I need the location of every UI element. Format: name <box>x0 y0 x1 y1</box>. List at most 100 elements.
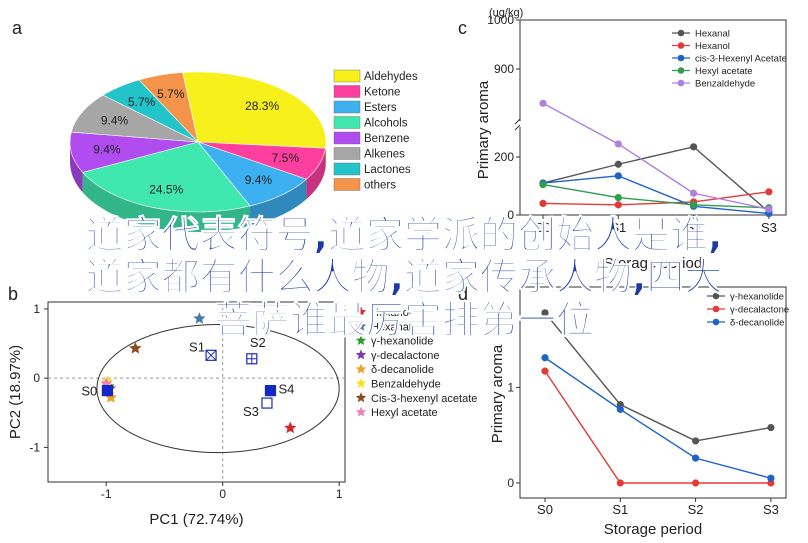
axis-break-mark <box>514 118 521 131</box>
overlay-line-1: 道家代表符号,道家学派的创始人是谁, <box>86 213 723 257</box>
x-axis-label: Storage period <box>604 255 702 272</box>
legend-label-hexanol: Hexanol <box>371 307 411 319</box>
legend-star--decalactone <box>355 349 367 360</box>
legend-label-benzene: Benzene <box>364 133 409 145</box>
sample-label-s1: S1 <box>189 339 205 354</box>
pie-slice-alkenes <box>70 94 199 143</box>
legend-label--decalactone: γ-decalactone <box>730 305 789 316</box>
pie-slice-esters <box>197 141 307 207</box>
pie-label-alcohols: 24.5% <box>149 182 183 196</box>
data-point-hexyl-acetate <box>539 180 547 189</box>
x-tick-label: S0 <box>537 502 553 517</box>
y-tick-label: 0 <box>507 208 514 222</box>
y-tick-label: 200 <box>494 150 514 164</box>
data-point-hexanol <box>614 201 622 209</box>
legend-marker-hexanal <box>677 29 685 37</box>
legend-label-hexanol: Hexanol <box>695 41 730 52</box>
legend-swatch-others <box>333 178 361 191</box>
pie-slice-alcohols <box>82 141 251 213</box>
legend-label--decalactone: γ-decalactone <box>371 350 440 362</box>
y-tick-label: 0 <box>33 371 40 385</box>
legend-marker--decanolide <box>712 318 720 326</box>
legend-star--hexanolide <box>355 335 367 346</box>
sample-marker-s4 <box>264 385 277 397</box>
legend-label-hexyl-acetate: Hexyl acetate <box>695 66 753 77</box>
series-line-hexanal <box>542 146 770 213</box>
y-tick-label: 900 <box>494 62 514 76</box>
data-point-hexyl-acetate <box>690 201 698 209</box>
y-axis-label: Primary aroma <box>489 344 506 443</box>
y-axis-label: Primary aroma <box>475 80 492 179</box>
legend-star-hexanol <box>355 306 367 317</box>
data-point--hexanolide <box>541 309 549 317</box>
legend-swatch-alkenes <box>333 147 361 160</box>
data-point-benzaldehyde <box>765 205 773 213</box>
confidence-ellipse <box>96 324 340 454</box>
sample-marker-s0 <box>101 385 114 397</box>
plot-frame-c <box>519 19 787 216</box>
loading-star--decanolide <box>104 391 118 403</box>
data-point-benzaldehyde <box>614 140 622 148</box>
data-point-hexanol <box>539 199 547 207</box>
legend-star-hexyl-acetate <box>355 406 367 417</box>
data-point--decanolide <box>767 474 775 482</box>
legend-label-hexanal: Hexanal <box>371 321 411 333</box>
legend-swatch-benzene <box>333 131 361 145</box>
data-point--decalactone <box>692 479 700 487</box>
line-chart-panel-c: (ug/kg)1000 900 200 0 S0 S1 S2 S3 Storage period… <box>475 7 787 272</box>
sample-label-s4: S4 <box>278 382 294 397</box>
x-tick-label: S3 <box>761 220 777 235</box>
plot-frame-b <box>47 301 346 483</box>
data-point--decanolide <box>692 454 700 462</box>
x-tick-label: S2 <box>688 502 704 517</box>
x-tick-label: -1 <box>101 487 112 501</box>
panel-label-b: b <box>8 284 18 304</box>
legend-swatch-esters <box>333 100 361 114</box>
y-axis-label: PC2 (18.97%) <box>7 345 24 439</box>
sample-label-s0: S0 <box>81 384 97 399</box>
sample-label-s2: S2 <box>250 335 266 350</box>
sample-marker-plus <box>246 353 257 364</box>
panel-label-a: a <box>12 18 23 38</box>
data-point-benzaldehyde <box>690 189 698 197</box>
legend-label-aldehydes: Aldehydes <box>364 71 418 83</box>
legend-label-benzaldehyde: Benzaldehyde <box>371 379 441 391</box>
data-point--hexanolide <box>692 437 700 445</box>
series-line--decalactone <box>544 370 771 484</box>
pie-label-ketone: 7.5% <box>272 151 300 165</box>
legend-star-cis-3-hexenyl-acetate <box>355 392 367 403</box>
pie-label-alkenes: 9.4% <box>101 114 129 128</box>
overlay-line-2: 道家都有什么人物,道家传承人物,四大 <box>86 255 723 299</box>
legend-marker-benzaldehyde <box>677 79 685 87</box>
series-line-hexyl-acetate <box>542 183 769 209</box>
legend-star-benzaldehyde <box>355 378 367 388</box>
legend-marker--hexanolide <box>712 292 720 300</box>
pie-slice-aldehydes <box>182 71 327 149</box>
legend-label-hexyl-acetate: Hexyl acetate <box>371 407 438 419</box>
legend-label-hexanal: Hexanal <box>695 29 730 40</box>
legend-marker-hexanol <box>677 42 685 49</box>
pie-side-benzene <box>70 142 83 193</box>
legend-label--decanolide: δ-decanolide <box>371 364 434 376</box>
y-tick-label: 1 <box>507 380 514 394</box>
line-chart-panel-d: 0 1 S0 S1 S2 S3 Storage period Primary aroma γ-h… <box>489 286 789 538</box>
pie-label-others: 5.7% <box>157 87 185 101</box>
legend-label-cis-3-hexenyl-acetate: cis-3-Hexenyl Acetate <box>695 54 787 65</box>
series-line-benzaldehyde <box>542 102 770 210</box>
sample-marker-s3 <box>261 397 273 409</box>
legend-label--hexanolide: γ-hexanolide <box>730 292 784 303</box>
panel-label-c: c <box>458 18 467 38</box>
data-point-hexanal <box>614 160 622 168</box>
legend-swatch-lactones <box>333 162 361 176</box>
x-tick-label: S1 <box>612 502 628 517</box>
overlay-title: 道家代表符号,道家学派的创始人是谁, 道家都有什么人物,道家传承人物,四大 菩萨… <box>85 213 723 343</box>
pie-slice-others <box>138 72 199 143</box>
loading-star-cis-3-hexenyl-acetate <box>129 341 142 354</box>
data-point-cis-3-hexenyl-acetate <box>614 172 622 180</box>
unit-label: (ug/kg) <box>489 7 523 19</box>
y-tick-label: -1 <box>29 440 40 454</box>
series-line-cis-3-hexenyl-acetate <box>542 175 769 215</box>
y-tick-label: 1000 <box>487 13 514 27</box>
legend-label-others: others <box>364 180 396 192</box>
pie-side-ketone <box>306 148 326 200</box>
